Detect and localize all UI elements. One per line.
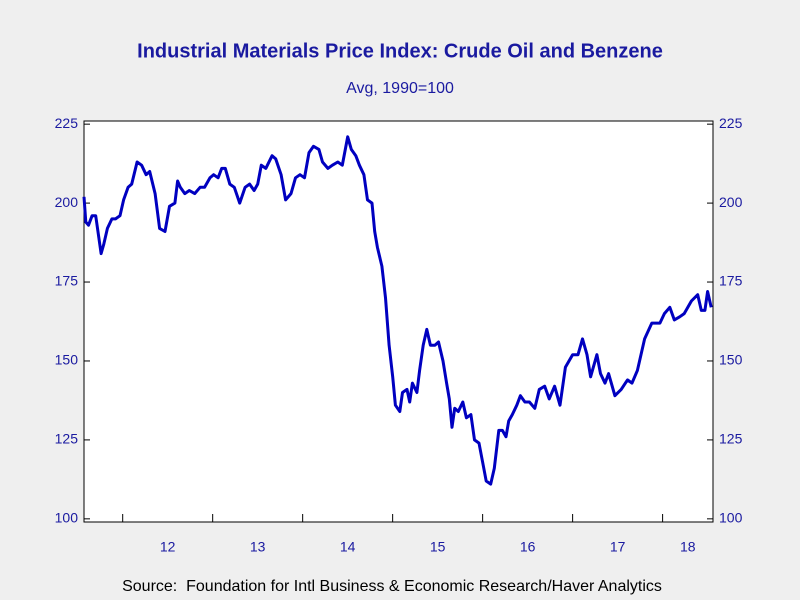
data-line <box>82 135 713 486</box>
y2-tick-label: 100 <box>719 510 743 526</box>
x-tick-label: 12 <box>160 539 176 555</box>
x-tick-label: 13 <box>250 539 266 555</box>
x-tick-label: 17 <box>610 539 626 555</box>
y2-tick-label: 125 <box>719 431 743 447</box>
y-tick-label: 100 <box>55 510 79 526</box>
y-tick-label: 175 <box>55 273 79 289</box>
y-tick-label: 200 <box>55 194 79 210</box>
x-tick-label: 18 <box>680 539 696 555</box>
source: Source: Foundation for Intl Business & E… <box>122 578 662 595</box>
y-tick-label: 125 <box>55 431 79 447</box>
chart-title: Industrial Materials Price Index: Crude … <box>137 40 663 62</box>
chart-subtitle: Avg, 1990=100 <box>346 80 454 97</box>
y2-tick-label: 175 <box>719 273 743 289</box>
y2-tick-label: 150 <box>719 352 743 368</box>
y-tick-label: 225 <box>55 115 79 131</box>
x-tick-label: 14 <box>340 539 356 555</box>
x-tick-label: 15 <box>430 539 446 555</box>
y2-tick-label: 225 <box>719 115 743 131</box>
plot-area <box>83 120 714 523</box>
x-tick-label: 16 <box>520 539 536 555</box>
y2-tick-label: 200 <box>719 194 743 210</box>
y-tick-label: 150 <box>55 352 79 368</box>
